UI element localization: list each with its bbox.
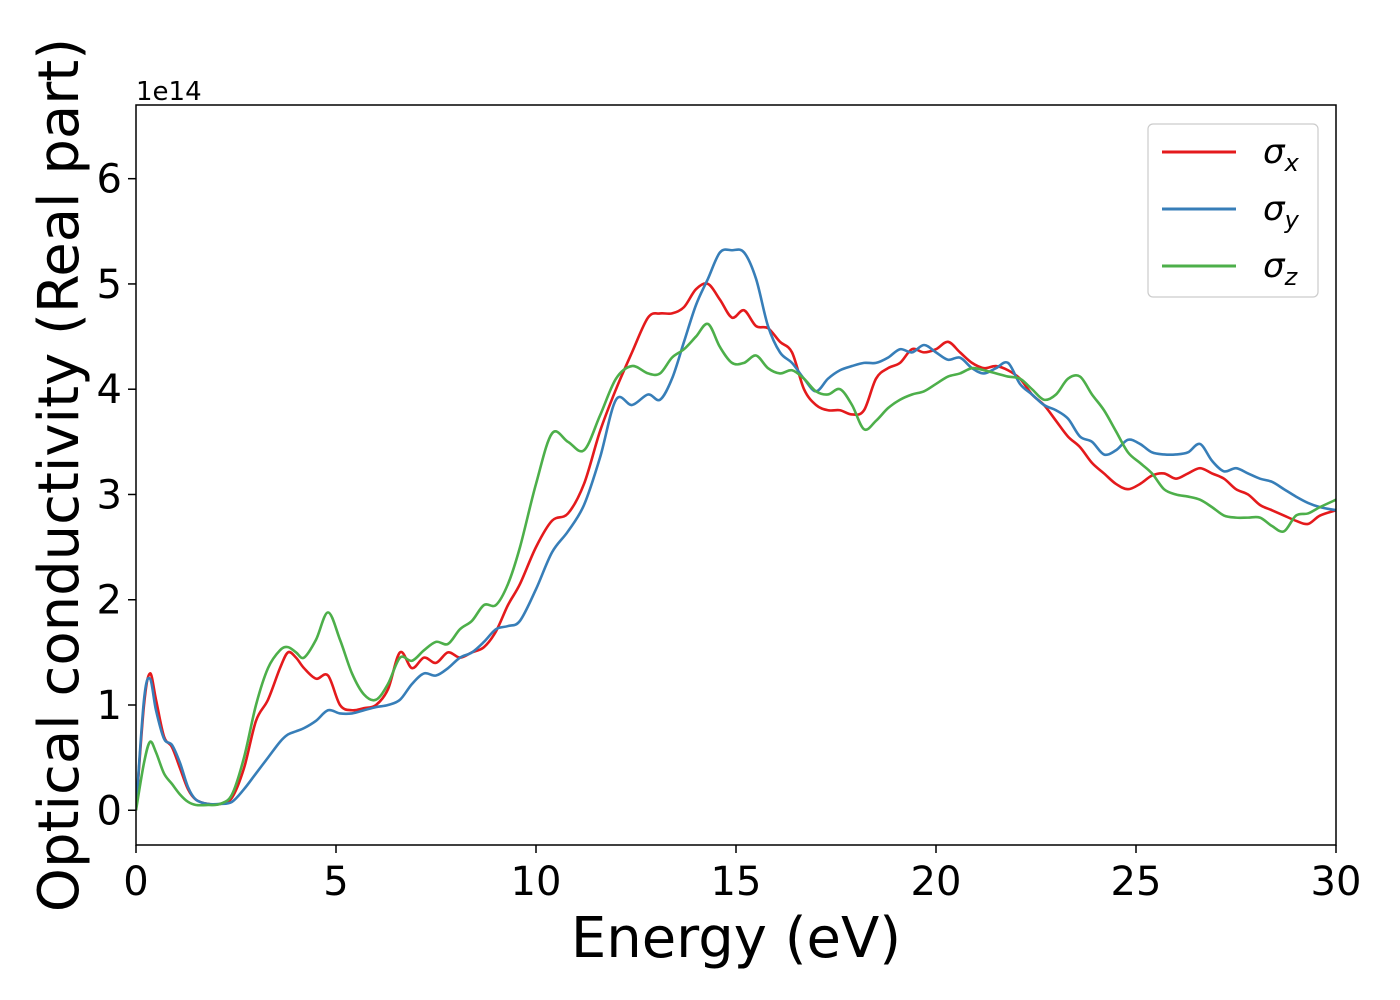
y-tick-label: 3 — [97, 472, 122, 518]
x-tick-label: 0 — [123, 859, 148, 905]
y-tick-label: 6 — [97, 157, 122, 203]
series-lines — [136, 248, 1336, 811]
y-tick-label: 1 — [97, 683, 122, 729]
x-tick-label: 20 — [911, 859, 962, 905]
y-axis-label: Optical conductivity (Real part) — [27, 38, 92, 912]
legend-symbol: σ — [1263, 132, 1286, 172]
y-axis-ticks: 0 1 2 3 4 5 6 — [97, 157, 136, 834]
x-tick-label: 15 — [711, 859, 762, 905]
legend-subscript: y — [1284, 206, 1300, 234]
legend-symbol: σ — [1263, 246, 1286, 286]
y-tick-label: 0 — [97, 788, 122, 834]
series-line-σz — [136, 322, 1336, 811]
legend-subscript: z — [1284, 263, 1299, 291]
y-tick-label: 2 — [97, 578, 122, 624]
y-tick-label: 4 — [97, 367, 122, 413]
y-offset-label: 1e14 — [136, 77, 202, 107]
legend-label-x: σx — [1263, 132, 1300, 177]
series-line-σx — [136, 282, 1336, 811]
x-tick-label: 25 — [1111, 859, 1162, 905]
legend-symbol: σ — [1263, 189, 1286, 229]
x-axis-ticks: 0 5 10 15 20 25 30 — [123, 845, 1361, 905]
x-axis-label: Energy (eV) — [571, 906, 901, 971]
series-line-σy — [136, 248, 1336, 811]
x-tick-label: 5 — [323, 859, 348, 905]
legend-subscript: x — [1284, 149, 1300, 177]
y-tick-label: 5 — [97, 262, 122, 308]
x-tick-label: 30 — [1311, 859, 1362, 905]
legend-label-y: σy — [1263, 189, 1300, 234]
legend-label-z: σz — [1263, 246, 1299, 291]
x-tick-label: 10 — [511, 859, 562, 905]
